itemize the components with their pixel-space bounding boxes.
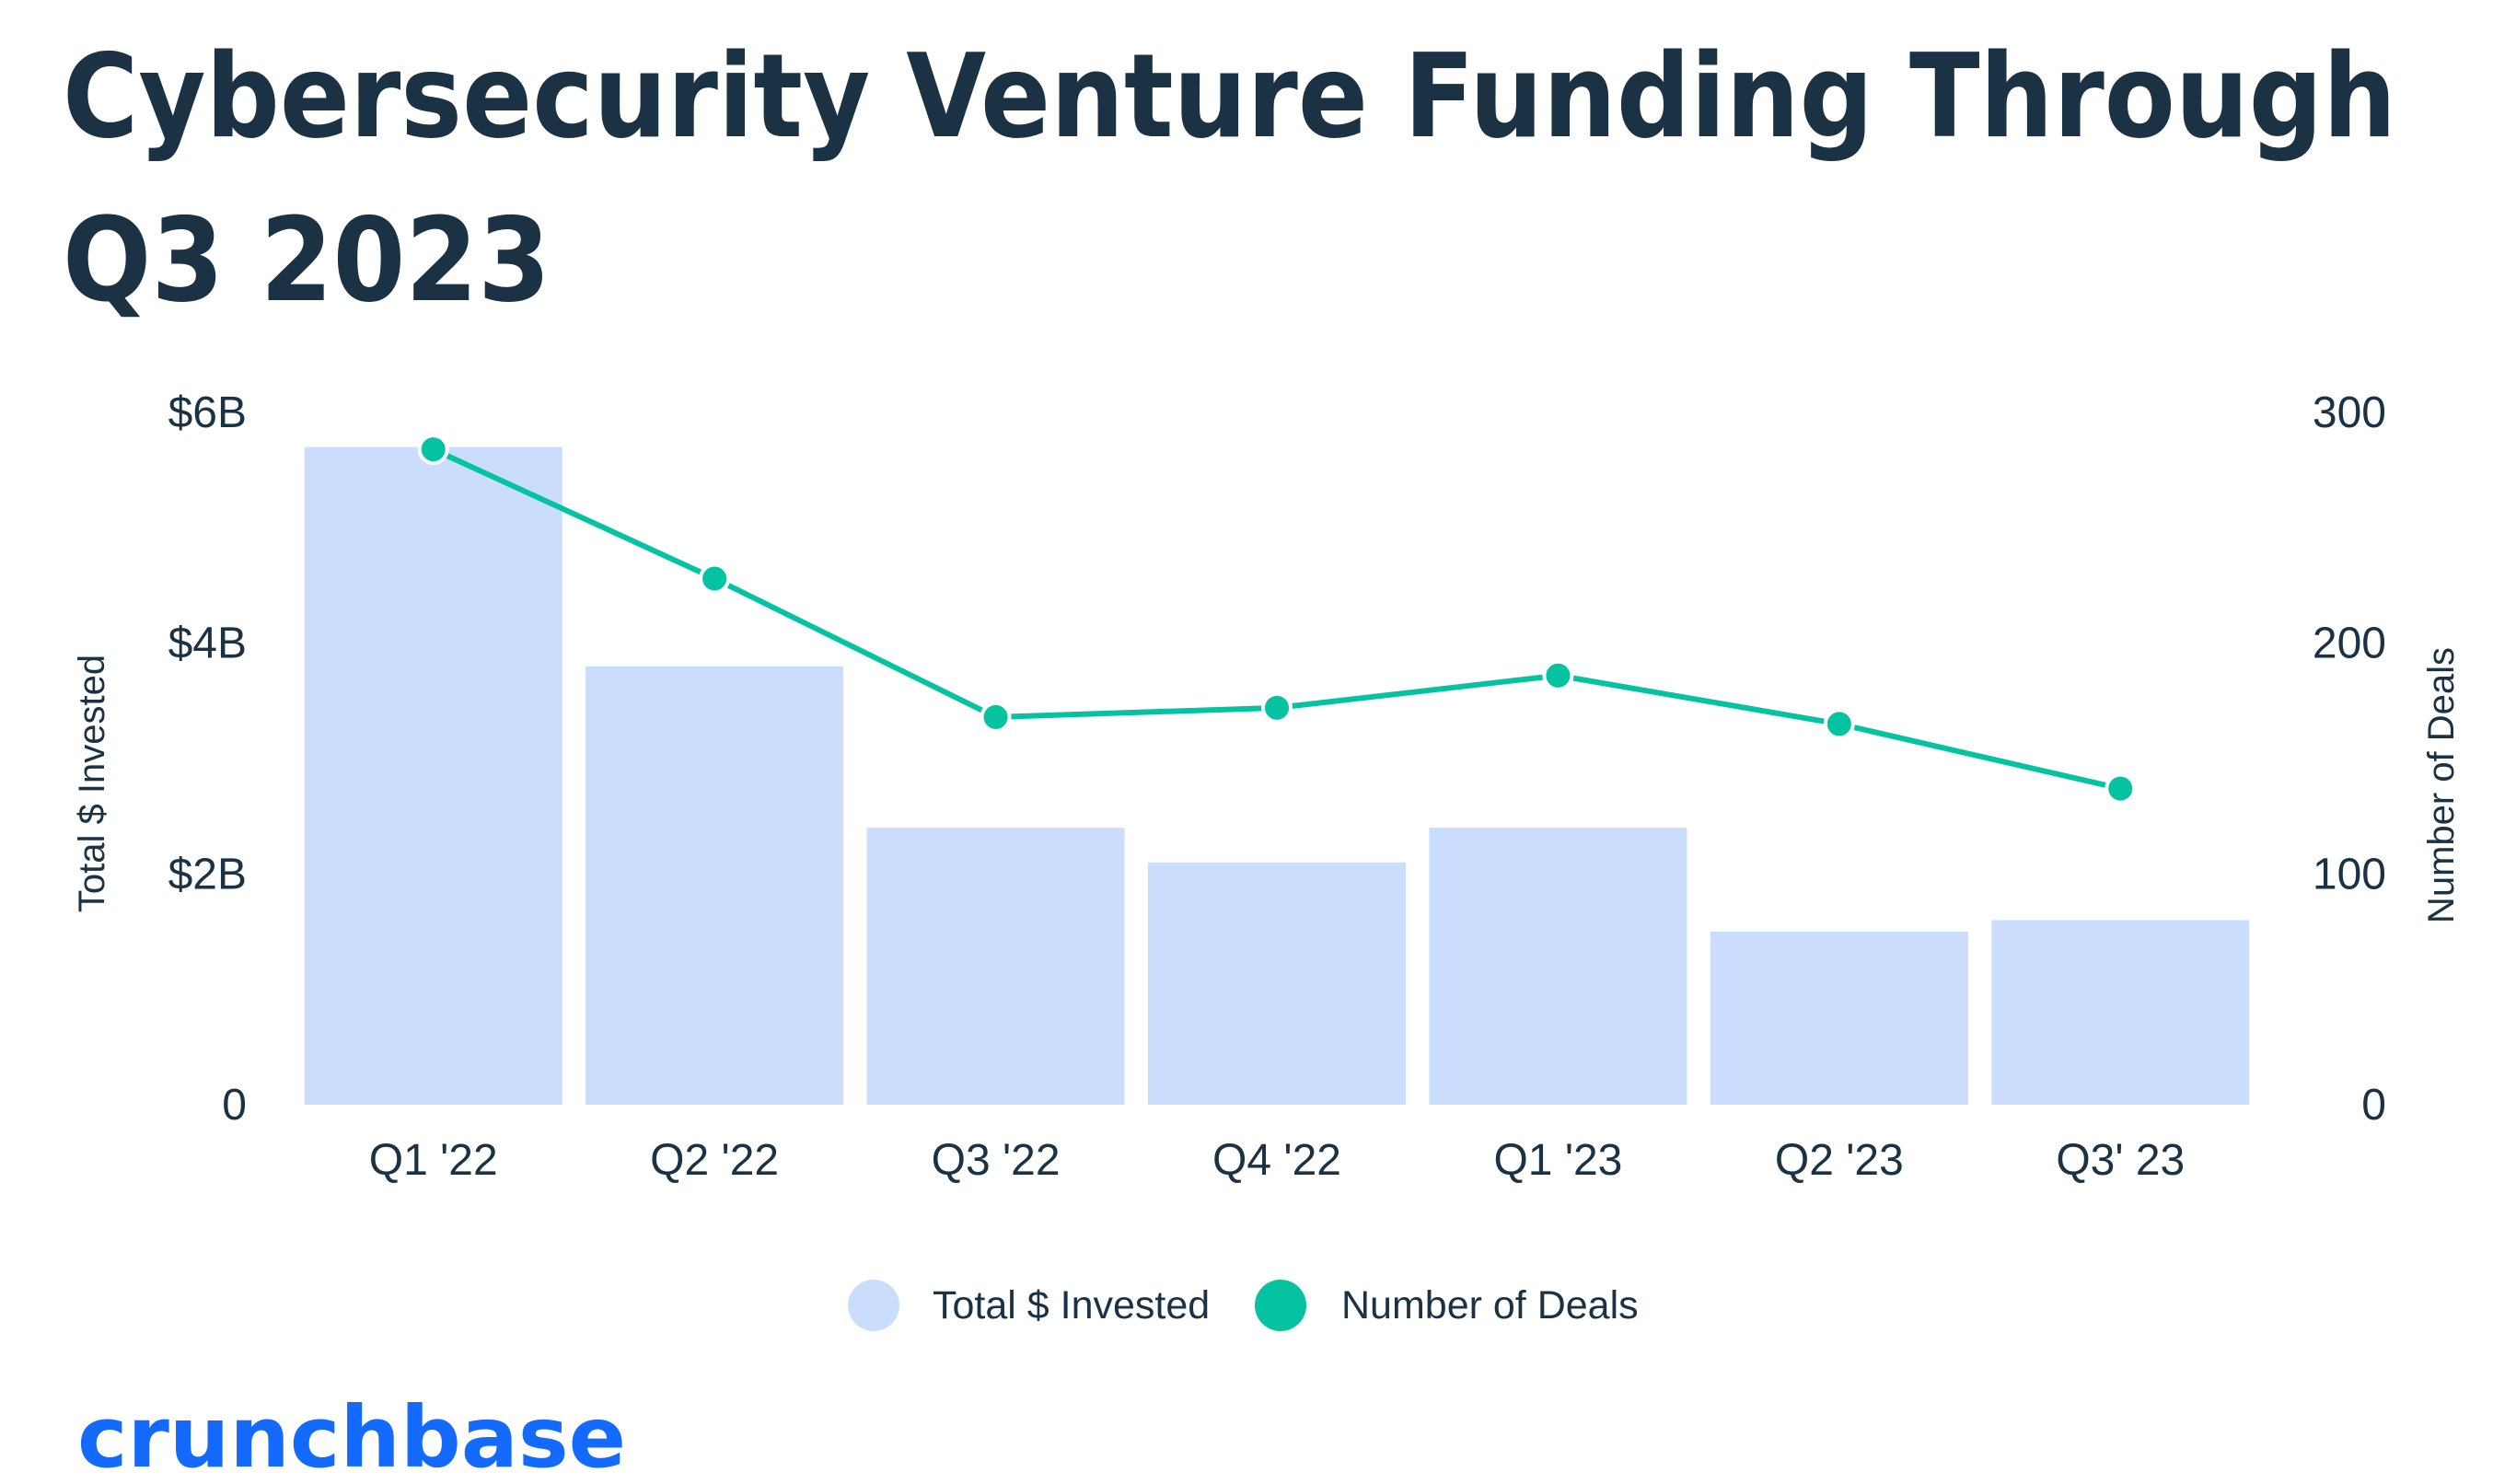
bar-total-invested-2: [866, 828, 1125, 1105]
bar-total-invested-5: [1710, 932, 1968, 1105]
x-tick-label-2: Q3 '22: [932, 1136, 1061, 1185]
deals-line-layer: [417, 434, 2137, 805]
legend: Total $ Invested Number of Deals: [848, 1280, 1639, 1331]
x-tick-label-3: Q4 '22: [1212, 1136, 1341, 1185]
chart-title: Cybersecurity Venture Funding Through Q3…: [63, 29, 2396, 328]
point-number-of-deals-6: [2105, 772, 2137, 805]
bar-total-invested-6: [1991, 920, 2250, 1105]
x-axis: Q1 '22 Q2 '22 Q3 '22 Q4 '22 Q1 '23 Q2 '23 Q3' …: [369, 1136, 2185, 1185]
left-tick-label-1: $2B: [168, 850, 247, 899]
right-tick-label-3: 300: [2313, 388, 2386, 437]
legend-swatch-number-of-deals: [1255, 1280, 1306, 1331]
plot-area: [304, 434, 2250, 1106]
legend-label-total-invested: Total $ Invested: [933, 1283, 1210, 1327]
right-tick-label-2: 200: [2313, 620, 2386, 668]
bar-total-invested-4: [1429, 828, 1687, 1105]
right-tick-label-0: 0: [2361, 1081, 2386, 1130]
point-number-of-deals-5: [1823, 708, 1855, 740]
point-number-of-deals-1: [699, 562, 731, 595]
point-number-of-deals-3: [1261, 691, 1293, 724]
bar-total-invested-1: [586, 666, 844, 1105]
x-tick-label-0: Q1 '22: [369, 1136, 498, 1185]
chart-title-line-1: Cybersecurity Venture Funding Through: [63, 29, 2396, 164]
legend-swatch-total-invested: [848, 1280, 899, 1331]
right-axis-title: Number of Deals: [2421, 647, 2462, 923]
legend-label-number-of-deals: Number of Deals: [1341, 1283, 1639, 1327]
bars-layer: [304, 446, 2250, 1106]
x-tick-label-6: Q3' 23: [2056, 1136, 2185, 1185]
left-tick-label-2: $4B: [168, 620, 247, 668]
x-tick-label-5: Q2 '23: [1775, 1136, 1904, 1185]
bar-total-invested-3: [1148, 862, 1406, 1105]
crunchbase-logo: crunchbase: [77, 1388, 626, 1484]
left-axis: 0 $2B $4B $6B: [168, 388, 247, 1130]
point-number-of-deals-2: [980, 701, 1012, 733]
chart-title-line-2: Q3 2023: [63, 192, 551, 328]
x-tick-label-4: Q1 '23: [1493, 1136, 1622, 1185]
point-number-of-deals-0: [417, 434, 449, 466]
right-tick-label-1: 100: [2313, 850, 2386, 899]
left-tick-label-0: 0: [222, 1081, 247, 1130]
bar-total-invested-0: [304, 446, 562, 1106]
left-tick-label-3: $6B: [168, 388, 247, 437]
point-number-of-deals-4: [1542, 659, 1574, 691]
x-tick-label-1: Q2 '22: [650, 1136, 779, 1185]
left-axis-title: Total $ Invested: [72, 655, 112, 912]
right-axis: 0 100 200 300: [2313, 388, 2386, 1130]
